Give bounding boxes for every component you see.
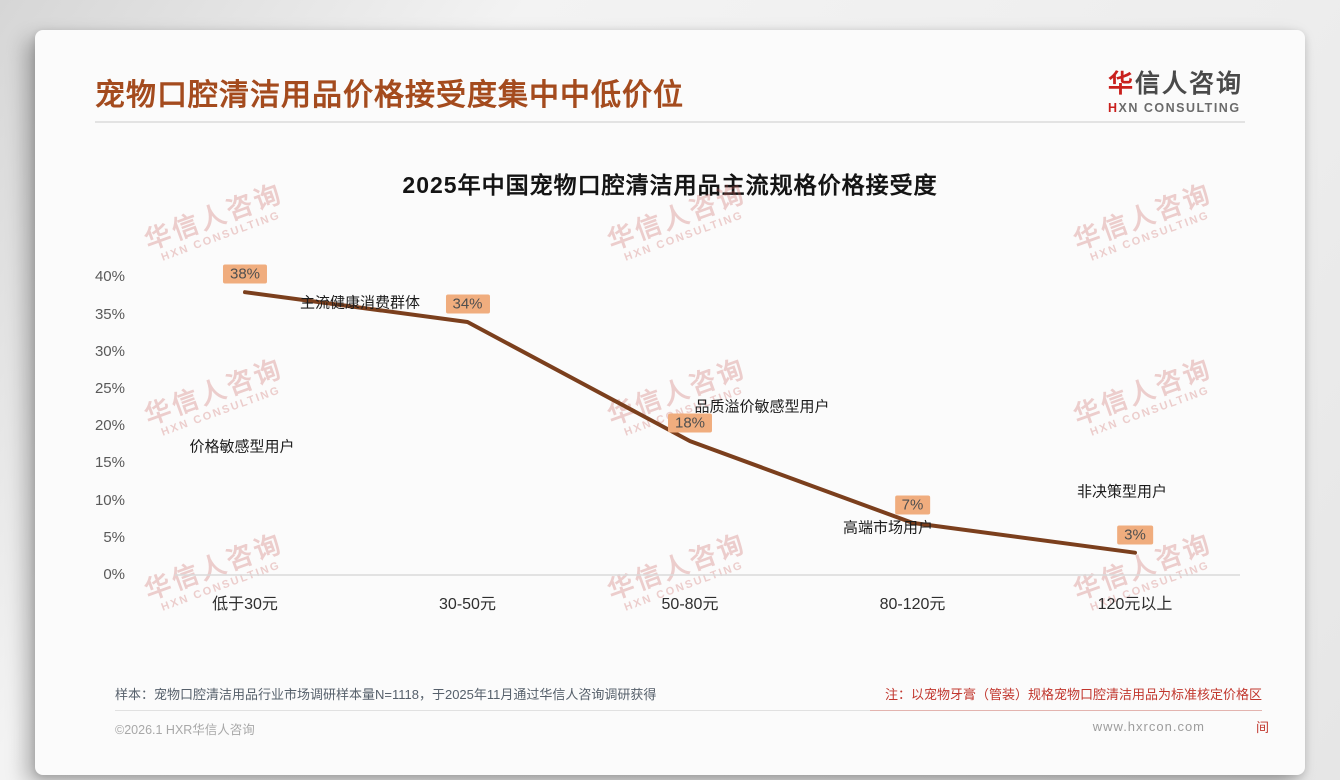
- watermark-text-cn: 华信人咨询: [1069, 352, 1217, 431]
- logo-en-accent: H: [1107, 101, 1119, 115]
- copyright-text: ©2026.1 HXR华信人咨询: [115, 723, 255, 737]
- logo-en-text: HXN CONSULTING: [1108, 101, 1243, 115]
- logo-cn-text: 华信人咨询: [1108, 64, 1243, 100]
- y-axis-tick-label: 20%: [94, 417, 125, 435]
- logo-en-rest: XN CONSULTING: [1118, 101, 1241, 115]
- y-axis-tick-label: 35%: [94, 305, 125, 323]
- series-annotation-label: 价格敏感型用户: [189, 438, 295, 456]
- watermark-text-en: HXN CONSULTING: [1088, 209, 1212, 264]
- data-point-label: 3%: [1117, 525, 1153, 545]
- data-point-label: 38%: [222, 264, 268, 284]
- watermark: 华信人咨询 HXN CONSULTING: [139, 348, 291, 442]
- footer-divider-accent: [870, 710, 1262, 711]
- x-axis-category-label: 50-80元: [661, 596, 719, 613]
- price-basis-note-overflow: 间: [1256, 720, 1270, 735]
- y-axis-tick-label: 15%: [94, 454, 125, 472]
- sample-note: 样本：宠物口腔清洁用品行业市场调研样本量N=1118，于2025年11月通过华信…: [115, 687, 657, 702]
- series-annotation-label: 主流健康消费群体: [299, 294, 421, 312]
- y-axis-tick-label: 25%: [94, 379, 125, 397]
- x-axis-category-label: 80-120元: [879, 596, 946, 613]
- page-title: 宠物口腔清洁用品价格接受度集中中低价位: [95, 79, 684, 112]
- series-annotation-label: 高端市场用户: [842, 519, 934, 537]
- website-url: www.hxrcon.com: [1092, 719, 1205, 734]
- price-basis-note: 注：以宠物牙膏（管装）规格宠物口腔清洁用品为标准核定价格区: [884, 687, 1262, 702]
- watermark: 华信人咨询 HXN CONSULTING: [1068, 348, 1220, 442]
- data-point-label: 7%: [894, 495, 931, 515]
- watermark-text-en: HXN CONSULTING: [159, 209, 283, 264]
- data-point-label: 34%: [445, 294, 490, 314]
- watermark-text-en: HXN CONSULTING: [159, 384, 283, 439]
- y-axis-tick-label: 0%: [103, 566, 125, 583]
- x-axis-category-label: 低于30元: [212, 596, 278, 613]
- x-axis-category-label: 30-50元: [439, 596, 496, 613]
- y-axis-tick-label: 40%: [94, 268, 125, 286]
- footer-divider: [115, 710, 1262, 711]
- y-axis-tick-label: 30%: [94, 342, 125, 360]
- logo-cn-accent: 华: [1107, 70, 1135, 98]
- slide-card: 宠物口腔清洁用品价格接受度集中中低价位 华信人咨询 HXN CONSULTING…: [35, 30, 1305, 775]
- data-point-label: 18%: [667, 413, 713, 433]
- watermark-text-en: HXN CONSULTING: [622, 209, 746, 264]
- line-chart-svg: [175, 290, 1240, 576]
- header-divider: [95, 121, 1245, 123]
- company-logo: 华信人咨询 HXN CONSULTING: [1108, 64, 1243, 115]
- watermark-text-en: HXN CONSULTING: [1088, 384, 1212, 439]
- series-annotation-label: 品质溢价敏感型用户: [694, 398, 830, 416]
- series-annotation-label: 非决策型用户: [1076, 483, 1168, 501]
- y-axis-tick-label: 5%: [103, 528, 125, 546]
- x-axis-category-label: 120元以上: [1097, 596, 1173, 613]
- y-axis-tick-label: 10%: [94, 491, 125, 509]
- logo-cn-rest: 信人咨询: [1134, 70, 1243, 98]
- chart-title: 2025年中国宠物口腔清洁用品主流规格价格接受度: [402, 172, 938, 198]
- watermark-text-cn: 华信人咨询: [140, 352, 288, 431]
